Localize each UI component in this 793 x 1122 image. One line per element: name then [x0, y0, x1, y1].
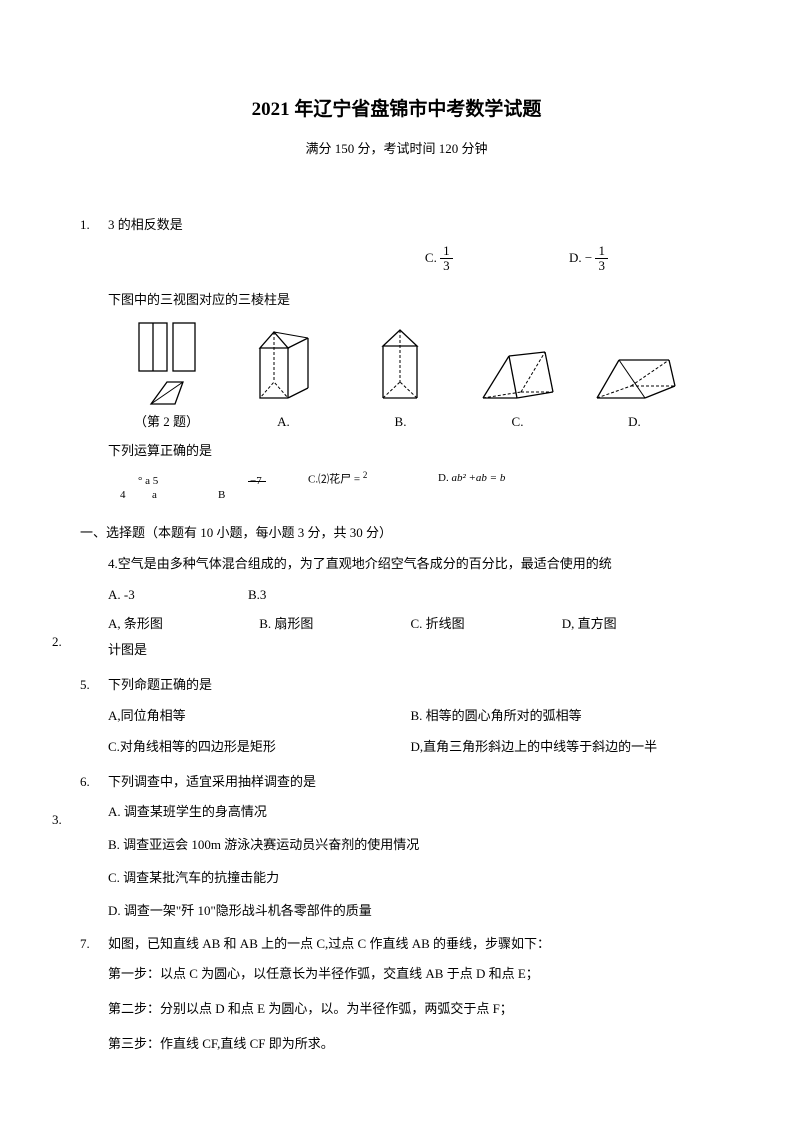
q6-optB: B. 调查亚运会 100m 游泳决赛运动员兴奋剂的使用情况: [108, 835, 713, 856]
q7-step2: 第二步：分别以点 D 和点 E 为圆心，以。为半径作弧，两弧交于点 F；: [108, 999, 713, 1020]
q3-optD-expr: ab² +ab = b: [451, 472, 505, 484]
q1-optC-fraction: 1 3: [440, 244, 453, 274]
q1-text: 3 的相反数是: [108, 215, 713, 236]
q4-tail: 计图是: [108, 640, 713, 661]
q2-text: 下图中的三视图对应的三棱柱是: [108, 290, 713, 311]
q4-text: 4.空气是由多种气体混合组成的，为了直观地介绍空气各成分的百分比，最适合使用的统: [108, 554, 713, 575]
prism-A-icon: [252, 328, 316, 406]
q4-optA: A, 条形图: [108, 614, 259, 635]
q1-optC-frac-top: 1: [440, 244, 453, 259]
q1-num: 1.: [80, 215, 108, 236]
prism-C: C.: [459, 348, 576, 433]
q4-optC: C. 折线图: [411, 614, 562, 635]
q3-frag2: B: [218, 487, 225, 505]
prism-C-icon: [479, 348, 557, 406]
q3-eq: =: [354, 474, 360, 486]
q1-optC-label: C.: [425, 250, 437, 265]
three-view-top-icon: [149, 380, 185, 406]
prism-B-label: B.: [342, 412, 459, 433]
q4-optD: D, 直方图: [562, 614, 713, 635]
q1-optC: C. 1 3: [425, 244, 569, 274]
q5-optD: D,直角三角形斜边上的中线等于斜边的一半: [411, 737, 714, 758]
q4-row2: A, 条形图 B. 扇形图 C. 折线图 D, 直方图: [108, 614, 713, 635]
prism-D-label: D.: [576, 412, 693, 433]
q6-num: 6.: [80, 772, 108, 793]
prism-A-label: A.: [225, 412, 342, 433]
q1-optD-neg: −: [585, 250, 592, 265]
q7: 7. 如图，已知直线 AB 和 AB 上的一点 C,过点 C 作直线 AB 的垂…: [80, 934, 713, 955]
q3-optD-label: D.: [438, 472, 449, 484]
q1-optD-fraction: 1 3: [595, 244, 608, 274]
q1-options: C. 1 3 D. − 1 3: [108, 244, 713, 274]
q5-row1: A,同位角相等 B. 相等的圆心角所对的弧相等: [108, 706, 713, 727]
q7-text: 如图，已知直线 AB 和 AB 上的一点 C,过点 C 作直线 AB 的垂线，步…: [108, 934, 713, 955]
q3-row1: ° a 5 4 a B −7 C.⑵花尸 = 2 D. ab² +ab = b: [108, 468, 713, 489]
section1-header: 一、选择题（本题有 10 小题，每小题 3 分，共 30 分）: [80, 523, 713, 544]
prism-B: B.: [342, 328, 459, 433]
q6-text: 下列调查中，适宜采用抽样调查的是: [108, 772, 713, 793]
q4-row1: A. -3 B.3: [108, 585, 713, 606]
q6: 6. 下列调查中，适宜采用抽样调查的是: [80, 772, 713, 793]
q3-four: 4: [120, 487, 126, 505]
prism-B-icon: [373, 328, 429, 406]
three-view-front-icon: [138, 322, 168, 372]
prism-C-label: C.: [459, 412, 576, 433]
q1-optD: D. − 1 3: [569, 244, 713, 274]
q5-optA: A,同位角相等: [108, 706, 411, 727]
prism-A: A.: [225, 328, 342, 433]
q4-row1-B: B.3: [248, 585, 388, 606]
q3-frag1: a: [152, 487, 157, 505]
q3-optC: C.⑵花尸 = 2: [308, 468, 438, 489]
q1-optD-label: D.: [569, 250, 582, 265]
q1-optD-frac-bot: 3: [595, 259, 608, 273]
side-num-2: 2.: [52, 632, 62, 653]
q1-optC-frac-bot: 3: [440, 259, 453, 273]
q5-optC: C.对角线相等的四边形是矩形: [108, 737, 411, 758]
q1: 1. 3 的相反数是: [80, 215, 713, 236]
q3-text: 下列运算正确的是: [108, 441, 713, 462]
q5-num: 5.: [80, 675, 108, 696]
q1-optD-frac-top: 1: [595, 244, 608, 259]
three-view-side-icon: [172, 322, 196, 372]
q5-row2: C.对角线相等的四边形是矩形 D,直角三角形斜边上的中线等于斜边的一半: [108, 737, 713, 758]
q6-optA: A. 调查某班学生的身高情况: [108, 802, 713, 823]
q4-optB: B. 扇形图: [259, 614, 410, 635]
side-num-3: 3.: [52, 810, 62, 831]
three-view-label: （第 2 题）: [108, 412, 225, 433]
q3-optD: D. ab² +ab = b: [438, 470, 505, 488]
prism-D: D.: [576, 354, 693, 433]
q6-optD: D. 调查一架"歼 10"隐形战斗机各零部件的质量: [108, 901, 713, 922]
prism-D-icon: [591, 354, 679, 406]
q5-text: 下列命题正确的是: [108, 675, 713, 696]
q7-step3: 第三步：作直线 CF,直线 CF 即为所求。: [108, 1034, 713, 1055]
q6-optC: C. 调查某批汽车的抗撞击能力: [108, 868, 713, 889]
three-view: （第 2 题）: [108, 322, 225, 433]
page-title: 2021 年辽宁省盘锦市中考数学试题: [80, 95, 713, 125]
prism-row: （第 2 题） A. B.: [108, 322, 713, 433]
q4-row1-A: A. -3: [108, 585, 248, 606]
q3-sup2: 2: [363, 470, 368, 480]
page-subtitle: 满分 150 分，考试时间 120 分钟: [80, 139, 713, 160]
q5: 5. 下列命题正确的是: [80, 675, 713, 696]
q5-optB: B. 相等的圆心角所对的弧相等: [411, 706, 714, 727]
q3-optC-text: C.⑵花尸: [308, 474, 351, 486]
q7-step1: 第一步：以点 C 为圆心，以任意长为半径作弧，交直线 AB 于点 D 和点 E；: [108, 964, 713, 985]
q7-num: 7.: [80, 934, 108, 955]
